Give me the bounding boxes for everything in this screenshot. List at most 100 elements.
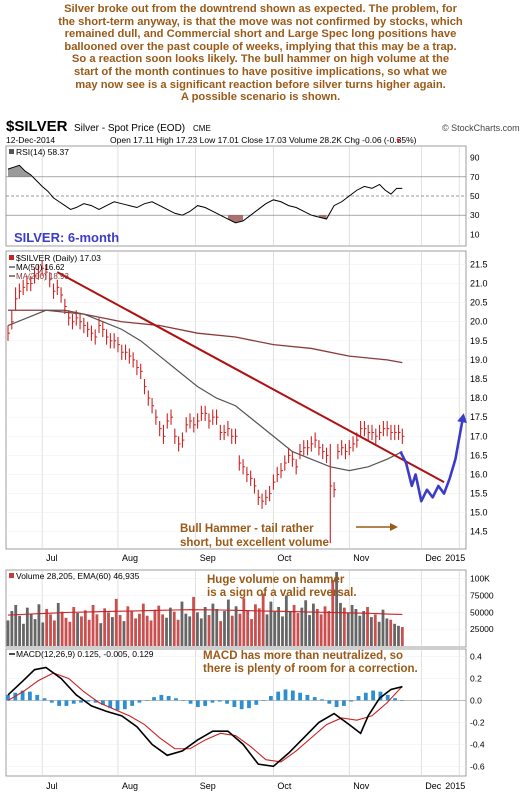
macd-histogram-bar — [93, 700, 98, 703]
price-tick-label: 20.0 — [470, 317, 488, 327]
volume-bar — [219, 621, 223, 646]
volume-bar — [257, 608, 261, 646]
volume-tick-label: 50000 — [470, 607, 494, 617]
macd-histogram-bar — [86, 700, 91, 702]
volume-bar — [296, 613, 300, 646]
volume-bar — [277, 606, 281, 646]
macd-histogram-bar — [312, 697, 317, 701]
price-tick-label: 18.5 — [470, 374, 488, 384]
volume-bar — [172, 611, 176, 646]
macd-histogram-bar — [42, 698, 47, 701]
macd-histogram-bar — [232, 700, 237, 708]
volume-bar — [342, 607, 346, 646]
volume-bar — [312, 603, 315, 646]
volume-bar — [45, 609, 49, 646]
macd-histogram-bar — [217, 700, 222, 702]
volume-bar — [122, 621, 126, 646]
volume-bar — [273, 611, 277, 646]
volume-bar — [14, 604, 18, 646]
volume-bar — [250, 619, 253, 646]
quote-line: Open 17.11 High 17.23 Low 17.01 Close 17… — [110, 135, 417, 145]
rsi-tick-label: 90 — [470, 153, 480, 163]
macd-histogram-bar — [6, 694, 10, 701]
macd-histogram-bar — [101, 700, 105, 705]
macd-histogram-bar — [195, 700, 200, 708]
volume-bar — [161, 614, 165, 646]
volume-bar — [319, 614, 323, 646]
symbol-label: $SILVER — [6, 118, 68, 135]
price-tick-label: 15.5 — [470, 489, 488, 499]
macd-histogram-bar — [239, 700, 244, 710]
volume-bar — [242, 598, 246, 646]
volume-bar — [153, 609, 157, 646]
price-legend-swatch — [9, 255, 14, 260]
macd-histogram-bar — [203, 700, 208, 706]
x-tick-label: Sep — [200, 553, 216, 563]
x-tick-label: Oct — [277, 553, 292, 563]
macd-histogram-bar — [268, 696, 273, 701]
commentary-line: may now see is a significant reaction be… — [75, 78, 446, 91]
volume-bar — [308, 615, 311, 646]
macd-tick-label: -0.4 — [470, 739, 485, 749]
volume-bar — [196, 612, 199, 646]
volume-bar — [83, 610, 87, 646]
volume-annotation-line2: is a sign of a valid reversal. — [207, 587, 357, 599]
macd-histogram-bar — [298, 692, 302, 701]
exchange-label: CME — [193, 124, 211, 133]
macd-histogram-bar — [108, 700, 113, 709]
volume-bar — [397, 625, 400, 646]
macd-histogram-bar — [385, 694, 390, 701]
chart-title: SILVER: 6-month — [14, 230, 119, 245]
macd-series — [6, 666, 466, 768]
commentary-text: Silver broke out from the downtrend show… — [4, 3, 517, 104]
ma50-legend: MA(50) 16.62 — [16, 263, 65, 272]
macd-histogram-bar — [320, 699, 324, 701]
macd-histogram-bar — [342, 700, 346, 706]
macd-signal-line — [7, 672, 403, 763]
macd-histogram-bar — [356, 696, 361, 701]
volume-bar — [381, 609, 385, 646]
volume-bar — [22, 623, 25, 646]
macd-histogram-bar — [35, 694, 40, 701]
volume-bar — [288, 611, 292, 646]
volume-bar — [10, 611, 14, 646]
x-tick-label: Aug — [122, 781, 138, 791]
macd-histogram-bar — [283, 689, 288, 701]
macd-histogram-bar — [122, 700, 127, 710]
volume-bar — [350, 604, 354, 646]
macd-histogram-bar — [305, 694, 310, 701]
volume-bar — [126, 606, 130, 646]
volume-bar — [80, 616, 83, 646]
x-tick-label: Nov — [353, 781, 370, 791]
volume-bar — [238, 613, 242, 646]
volume-bar — [373, 614, 377, 646]
price-tick-label: 16.0 — [470, 469, 488, 479]
macd-histogram-bar — [247, 700, 251, 709]
macd-histogram-bar — [276, 691, 281, 701]
symbol-description: Silver - Spot Price (EOD) — [74, 123, 185, 134]
commentary-line: the short-term anyway, is that the move … — [58, 15, 463, 28]
price-tick-label: 20.5 — [470, 298, 488, 308]
macd-histogram-bar — [20, 690, 25, 701]
volume-bar — [358, 615, 362, 646]
macd-histogram-bar — [349, 700, 354, 702]
price-tick-label: 21.5 — [470, 259, 488, 269]
macd-histogram-bar — [225, 700, 229, 704]
volume-bar — [226, 599, 230, 646]
volume-tick-label: 75000 — [470, 591, 494, 601]
volume-bar — [110, 617, 114, 646]
volume-bar — [29, 613, 33, 646]
volume-bar — [165, 617, 168, 646]
hammer-arrow-head — [390, 523, 398, 531]
price-panel — [5, 250, 467, 550]
volume-bar — [149, 620, 153, 646]
volume-bar — [234, 606, 238, 646]
volume-bar — [327, 611, 331, 646]
volume-bar — [354, 609, 358, 646]
commentary-line: Silver broke out from the downtrend show… — [64, 3, 457, 15]
price-tick-label: 21.0 — [470, 279, 488, 289]
date-label: 12-Dec-2014 — [6, 135, 55, 145]
volume-bar — [207, 615, 211, 646]
volume-bar — [103, 608, 107, 646]
chg-marker: ▼ — [395, 138, 402, 145]
